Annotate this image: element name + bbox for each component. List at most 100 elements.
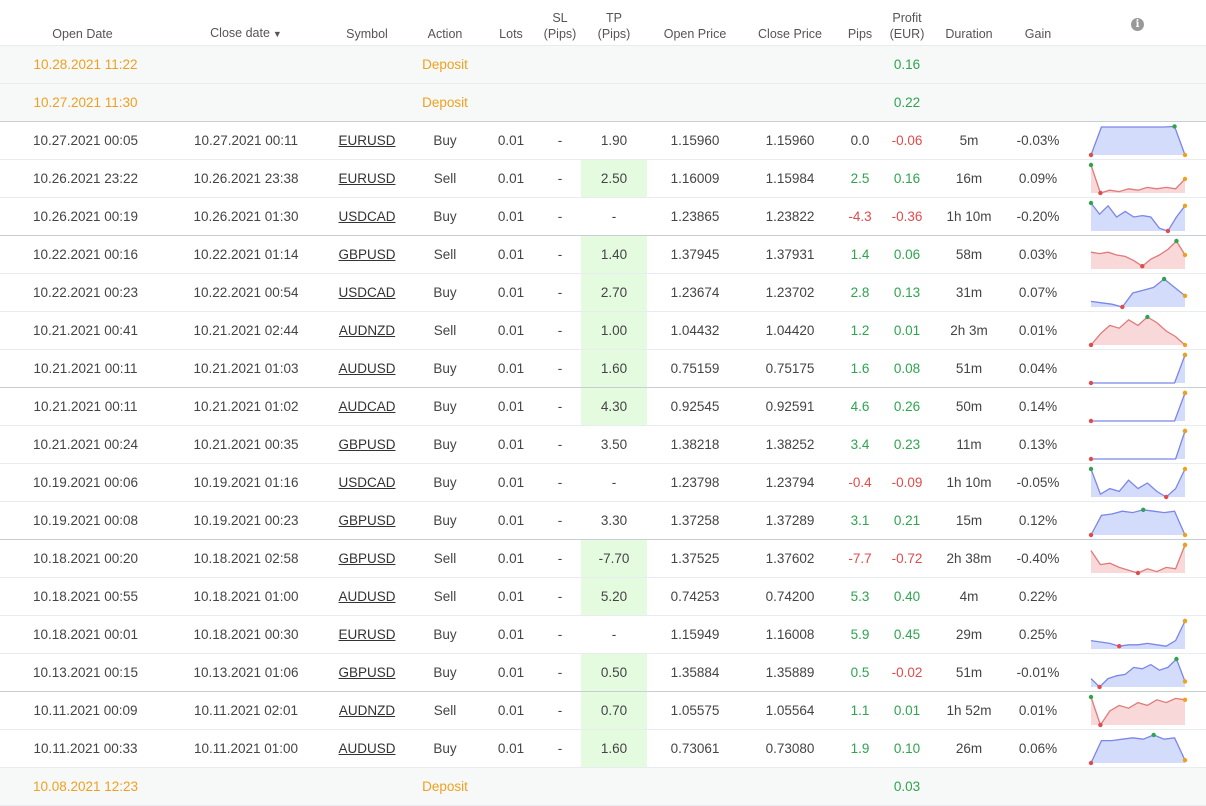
header-close-date[interactable]: Close date ▼ <box>165 0 327 46</box>
header-open-price[interactable]: Open Price <box>647 0 743 46</box>
table-row[interactable]: 10.13.2021 00:15 10.13.2021 01:06 GBPUSD Bu… <box>0 653 1206 692</box>
table-row[interactable]: 10.21.2021 00:11 10.21.2021 01:03 AUDUSD Bu… <box>0 349 1206 388</box>
symbol-link[interactable]: GBPUSD <box>338 665 396 680</box>
header-gain[interactable]: Gain <box>1007 0 1069 46</box>
info-icon[interactable]: i <box>1131 17 1144 31</box>
table-row[interactable]: 10.26.2021 00:19 10.26.2021 01:30 USDCAD Bu… <box>0 197 1206 236</box>
header-lots[interactable]: Lots <box>483 0 539 46</box>
header-tp[interactable]: TP (Pips) <box>581 0 647 46</box>
tp-cell: 0.70 <box>581 691 647 730</box>
table-row[interactable]: 10.21.2021 00:24 10.21.2021 00:35 GBPUSD Bu… <box>0 425 1206 464</box>
open-price-cell: 0.75159 <box>647 349 743 388</box>
table-row[interactable]: 10.26.2021 23:22 10.26.2021 23:38 EURUSD Se… <box>0 159 1206 198</box>
profit-cell: -0.09 <box>883 463 931 502</box>
table-row[interactable]: 10.18.2021 00:55 10.18.2021 01:00 AUDUSD Se… <box>0 577 1206 616</box>
header-action[interactable]: Action <box>407 0 483 46</box>
symbol-link[interactable]: USDCAD <box>338 285 396 300</box>
symbol-cell <box>327 83 407 122</box>
lots-cell: 0.01 <box>483 197 539 236</box>
chart-cell <box>1069 197 1206 236</box>
open-date-cell: 10.08.2021 12:23 <box>0 767 165 806</box>
deposit-row[interactable]: 10.08.2021 12:23 Deposit 0.03 <box>0 767 1206 806</box>
sparkline-line <box>1089 696 1185 726</box>
action-cell: Sell <box>407 311 483 350</box>
profit-cell: 0.10 <box>883 729 931 768</box>
symbol-link[interactable]: AUDNZD <box>338 703 396 718</box>
tp-cell: 3.30 <box>581 501 647 540</box>
header-pips[interactable]: Pips <box>837 0 883 46</box>
action-cell: Deposit <box>407 83 483 122</box>
profit-cell: -0.36 <box>883 197 931 236</box>
table-row[interactable]: 10.21.2021 00:41 10.21.2021 02:44 AUDNZD Se… <box>0 311 1206 350</box>
symbol-link[interactable]: AUDUSD <box>338 589 396 604</box>
symbol-link[interactable]: EURUSD <box>338 627 396 642</box>
gain-cell <box>1007 767 1069 806</box>
chart-cell <box>1069 387 1206 426</box>
close-price-cell: 1.04420 <box>743 311 837 350</box>
deposit-row[interactable]: 10.27.2021 11:30 Deposit 0.22 <box>0 83 1206 122</box>
sparkline-area <box>1090 392 1185 421</box>
header-symbol[interactable]: Symbol <box>327 0 407 46</box>
table-row[interactable]: 10.22.2021 00:16 10.22.2021 01:14 GBPUSD Se… <box>0 235 1206 274</box>
header-profit[interactable]: Profit (EUR) <box>883 0 931 46</box>
trade-sparkline <box>1090 656 1187 689</box>
table-row[interactable]: 10.18.2021 00:20 10.18.2021 02:58 GBPUSD Se… <box>0 539 1206 578</box>
tp-cell: 1.60 <box>581 729 647 768</box>
tp-cell: - <box>581 615 647 654</box>
table-row[interactable]: 10.19.2021 00:06 10.19.2021 01:16 USDCAD Bu… <box>0 463 1206 502</box>
lots-cell: 0.01 <box>483 501 539 540</box>
sparkline-max-dot <box>1173 656 1179 661</box>
symbol-cell: GBPUSD <box>327 501 407 540</box>
profit-cell: 0.23 <box>883 425 931 464</box>
symbol-link[interactable]: AUDCAD <box>338 399 396 414</box>
duration-cell: 58m <box>931 235 1007 274</box>
chart-cell <box>1069 121 1206 160</box>
sparkline-end-dot <box>1182 466 1187 471</box>
symbol-link[interactable]: EURUSD <box>338 133 396 148</box>
sparkline-max-dot <box>1088 466 1093 471</box>
symbol-link[interactable]: GBPUSD <box>338 513 396 528</box>
header-sl[interactable]: SL (Pips) <box>539 0 581 46</box>
sparkline-min-dot <box>1165 228 1170 233</box>
sl-cell: - <box>539 197 581 236</box>
symbol-cell: USDCAD <box>327 197 407 236</box>
trade-sparkline <box>1088 694 1187 727</box>
open-price-cell: 1.16009 <box>647 159 743 198</box>
header-info[interactable]: i <box>1069 0 1206 46</box>
header-close-price[interactable]: Close Price <box>743 0 837 46</box>
table-row[interactable]: 10.21.2021 00:11 10.21.2021 01:02 AUDCAD Bu… <box>0 387 1206 426</box>
symbol-cell: AUDUSD <box>327 729 407 768</box>
table-row[interactable]: 10.19.2021 00:08 10.19.2021 00:23 GBPUSD Bu… <box>0 501 1206 540</box>
chart-cell <box>1069 45 1206 84</box>
symbol-link[interactable]: GBPUSD <box>338 437 396 452</box>
gain-cell: 0.25% <box>1007 615 1069 654</box>
table-row[interactable]: 10.27.2021 00:05 10.27.2021 00:11 EURUSD Bu… <box>0 121 1206 160</box>
header-duration[interactable]: Duration <box>931 0 1007 46</box>
table-row[interactable]: 10.11.2021 00:09 10.11.2021 02:01 AUDNZD Se… <box>0 691 1206 730</box>
symbol-link[interactable]: EURUSD <box>338 171 396 186</box>
symbol-link[interactable]: AUDNZD <box>338 323 396 338</box>
action-cell: Sell <box>407 577 483 616</box>
gain-cell: -0.20% <box>1007 197 1069 236</box>
deposit-row[interactable]: 10.28.2021 11:22 Deposit 0.16 <box>0 45 1206 84</box>
action-cell: Buy <box>407 121 483 160</box>
close-price-cell: 1.23794 <box>743 463 837 502</box>
symbol-link[interactable]: AUDUSD <box>338 741 396 756</box>
symbol-link[interactable]: USDCAD <box>338 475 396 490</box>
symbol-link[interactable]: GBPUSD <box>338 551 396 566</box>
symbol-link[interactable]: AUDUSD <box>338 361 396 376</box>
sparkline-end-dot <box>1182 757 1187 762</box>
header-open-date[interactable]: Open Date <box>0 0 165 46</box>
sparkline-line <box>1089 164 1185 194</box>
table-row[interactable]: 10.22.2021 00:23 10.22.2021 00:54 USDCAD Bu… <box>0 273 1206 312</box>
open-date-cell: 10.26.2021 00:19 <box>0 197 165 236</box>
empty-cell <box>539 83 581 122</box>
pips-cell: 3.1 <box>837 501 883 540</box>
symbol-link[interactable]: USDCAD <box>338 209 396 224</box>
trade-sparkline <box>1088 352 1187 385</box>
symbol-link[interactable]: GBPUSD <box>338 247 396 262</box>
table-row[interactable]: 10.11.2021 00:33 10.11.2021 01:00 AUDUSD Bu… <box>0 729 1206 768</box>
sparkline-min-dot <box>1088 532 1093 537</box>
sparkline-min-dot <box>1116 643 1121 648</box>
table-row[interactable]: 10.18.2021 00:01 10.18.2021 00:30 EURUSD Bu… <box>0 615 1206 654</box>
